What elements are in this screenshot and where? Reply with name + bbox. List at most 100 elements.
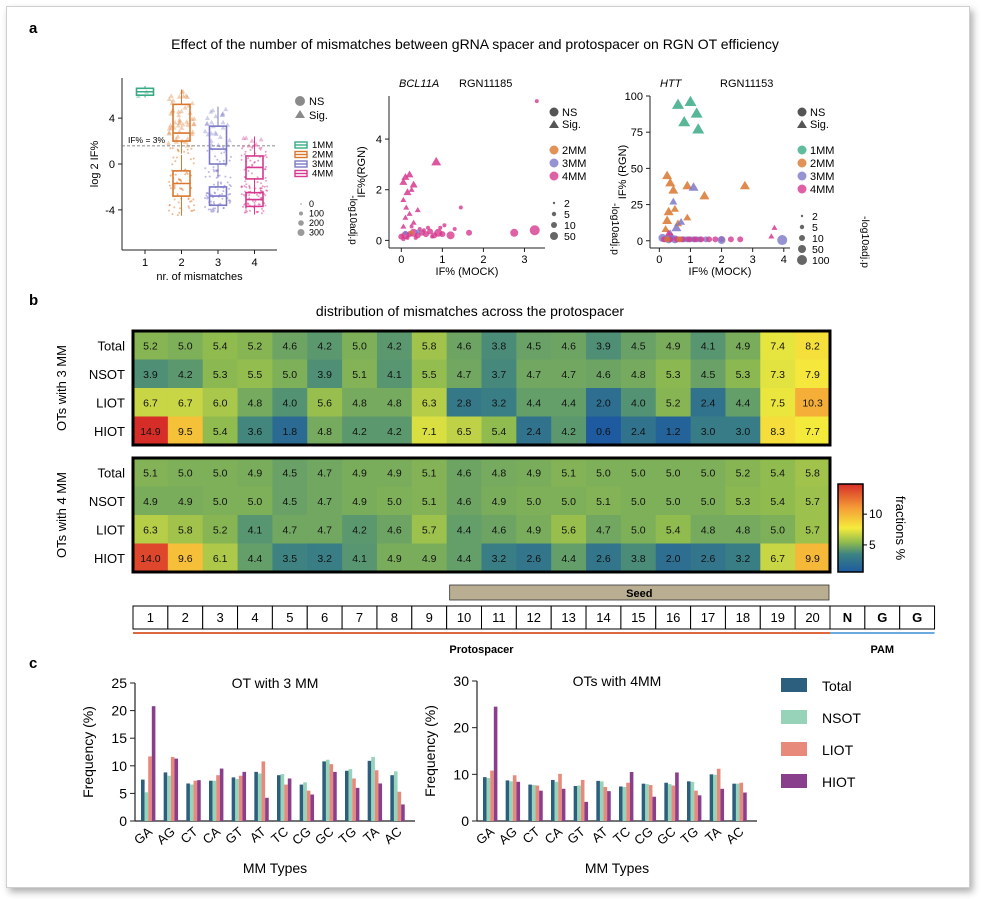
bar [694,790,698,821]
legend-color-label: 2MM [562,145,586,157]
heatmap-cell [586,331,622,360]
box [208,125,228,165]
position-label: 13 [561,610,575,625]
heatmap-cell [237,515,273,544]
data-point [739,180,750,190]
jitter-point [215,176,218,179]
jitter-point [168,204,171,207]
heatmap-cell [237,543,273,573]
heatmap-cell-label: 3.2 [736,553,751,565]
y-axis-label: IF% (RGN) [617,145,629,199]
data-point [663,206,674,216]
heatmap-row-label: LIOT [96,522,125,537]
jitter-point [213,131,219,137]
heatmap-cell [446,515,482,544]
heatmap-cell [237,331,273,360]
jitter-point [222,207,225,210]
heatmap-cell-label: 4.9 [736,340,751,352]
x-tick-label: AT [247,824,269,846]
heatmap-cell [307,331,343,360]
heatmap-cell [446,388,482,417]
heatmap-cell [620,515,657,544]
heatmap-cell-label: 7.4 [770,340,785,352]
heatmap-cell [342,543,378,573]
heatmap-cell-label: 6.0 [213,397,228,409]
y-tick-label: 75 [631,127,643,139]
jitter-point [166,96,172,102]
bar [299,784,304,821]
heatmap-cell-label: 5.0 [596,467,611,479]
heatmap-cell [411,486,448,516]
bar [212,780,217,821]
y-tick-label: 5 [119,785,127,801]
data-point [406,210,413,216]
heatmap-cell [307,543,343,573]
heatmap-cell-label: 4.9 [526,467,541,479]
bar [645,784,649,821]
heatmap-cell-label: 5.6 [317,397,332,409]
heatmap-cell [725,331,761,360]
bar [163,772,168,821]
jitter-point [259,148,262,151]
jitter-point [175,133,181,139]
heatmap-cell [376,359,413,389]
jitter-point [180,121,186,127]
data-point [662,215,673,224]
jitter-point [213,191,216,194]
jitter-point [184,173,187,176]
x-tick-label: GA [473,824,497,848]
jitter-point [191,121,197,126]
heatmap-cell [411,331,448,360]
heatmap-cell-label: 5.2 [213,524,228,536]
jitter-point [253,141,259,147]
heatmap-cell [655,331,692,360]
jitter-point [264,204,267,207]
jitter-point [264,168,267,171]
heatmap-cell-label: 4.6 [596,369,611,381]
legend-color-label: 1MM [810,145,834,157]
data-point [431,156,442,166]
heatmap-cell [586,388,622,417]
position-label: 11 [492,610,506,625]
legend-label: HIOT [822,774,856,790]
jitter-point [173,184,176,187]
bar [716,768,721,821]
bar [186,783,190,821]
jitter-point [186,148,189,151]
jitter-point [245,183,248,186]
data-point [698,236,705,243]
heatmap-cell [795,515,831,544]
heatmap-cell-label: 5.2 [666,397,681,409]
y-tick-label: 0 [376,235,382,247]
legend-swatch [781,774,807,788]
data-point [771,224,778,230]
heatmap-cell-label: 0.6 [596,426,611,438]
heatmap-cell [133,416,169,446]
heatmap-cell [725,486,761,516]
bar [280,774,285,821]
heatmap-cell [133,543,169,573]
heatmap-cell [237,416,273,446]
heatmap-cell [167,416,204,446]
data-point [529,225,540,236]
jitter-point [192,162,195,165]
heatmap-cell [307,486,343,516]
heatmap-cell-label: 4.6 [457,496,472,508]
heatmap-cell-label: 3.0 [701,426,716,438]
jitter-point [205,194,208,197]
bar [648,785,653,821]
heatmap-group-border [131,329,832,447]
heatmap-cell [620,359,657,389]
bar [486,778,491,821]
jitter-point [207,170,210,173]
jitter-point [169,187,172,190]
heatmap-cell [202,458,239,487]
bar [242,771,247,821]
heatmap-cell [760,486,796,516]
x-tick-label: AC [381,824,404,847]
heatmap-cell [202,486,239,516]
legend-ns-marker [295,96,305,106]
heatmap-cell-label: 5.4 [213,426,228,438]
data-point [662,170,673,180]
